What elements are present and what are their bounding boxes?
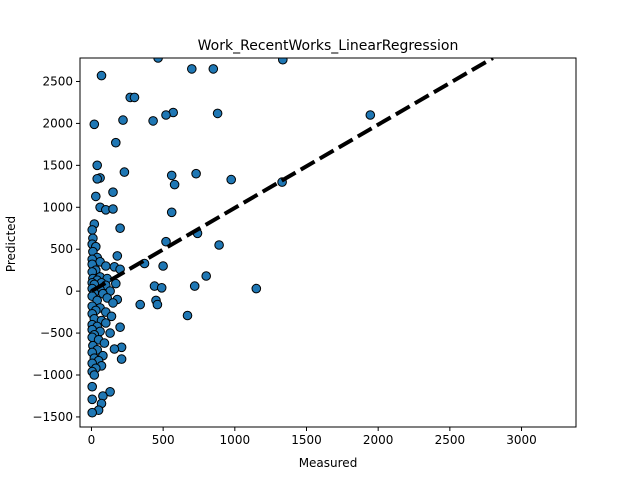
- data-point: [96, 70, 107, 81]
- chart-axes: 0 500 1000 1500 2000 2500 3000 −1500 −1000 −500 0 5…: [32, 57, 577, 447]
- chart-marks: [87, 58, 494, 418]
- data-point: [108, 204, 118, 214]
- data-point: [212, 108, 223, 119]
- data-point: [189, 281, 200, 291]
- data-point: [166, 207, 177, 218]
- data-point: [152, 299, 163, 310]
- data-point: [92, 174, 102, 184]
- y-axis-label: Predicted: [4, 216, 18, 272]
- data-point: [111, 137, 121, 148]
- data-point: [106, 311, 117, 322]
- x-tick-label: 2500: [435, 433, 466, 447]
- y-tick-label: −500: [40, 326, 73, 340]
- x-tick-label: 1000: [220, 433, 251, 447]
- y-tick-label: −1000: [32, 368, 73, 382]
- data-point: [148, 116, 158, 126]
- data-point: [87, 407, 97, 418]
- chart-title: Work_RecentWorks_LinearRegression: [198, 38, 459, 54]
- data-point: [87, 225, 97, 235]
- data-point: [87, 394, 97, 405]
- data-point: [214, 240, 224, 250]
- y-tick-label: 2500: [42, 74, 73, 88]
- data-point: [116, 354, 127, 364]
- y-tick-label: −1500: [32, 410, 73, 424]
- data-point: [89, 119, 100, 130]
- data-point: [191, 168, 201, 179]
- data-point: [101, 318, 111, 328]
- data-point: [105, 328, 115, 338]
- data-point: [109, 344, 120, 354]
- y-tick-label: 1500: [42, 158, 73, 172]
- data-point: [161, 110, 171, 120]
- plot-frame: [79, 57, 577, 428]
- data-point: [365, 110, 376, 120]
- data-point: [278, 58, 288, 65]
- data-point: [108, 298, 118, 308]
- data-point: [129, 92, 140, 103]
- x-tick-label: 1500: [291, 433, 322, 447]
- y-tick-label: 0: [65, 284, 73, 298]
- data-point: [251, 283, 262, 294]
- data-point: [89, 370, 100, 380]
- data-point: [226, 174, 236, 185]
- data-point: [201, 271, 211, 281]
- y-tick-label: 2000: [42, 116, 73, 130]
- data-point: [99, 338, 110, 348]
- data-point: [108, 187, 118, 197]
- data-point: [169, 179, 180, 190]
- data-point: [92, 160, 102, 171]
- data-point: [166, 170, 177, 181]
- data-point: [112, 251, 123, 261]
- data-point: [115, 322, 125, 333]
- data-point: [187, 64, 197, 74]
- x-tick-label: 3000: [506, 433, 537, 447]
- x-tick-label: 0: [88, 433, 96, 447]
- data-point: [119, 167, 130, 177]
- data-point: [182, 310, 193, 321]
- x-tick-label: 500: [152, 433, 175, 447]
- y-tick-label: 1000: [42, 200, 73, 214]
- data-point: [91, 191, 101, 202]
- data-point: [158, 261, 168, 271]
- data-point: [87, 381, 97, 392]
- data-point: [156, 283, 167, 293]
- data-point: [101, 261, 111, 271]
- y-tick-label: 500: [50, 242, 73, 256]
- x-axis-label: Measured: [299, 456, 358, 470]
- data-point: [161, 236, 171, 247]
- data-point: [105, 387, 115, 397]
- data-point: [135, 299, 145, 310]
- data-point: [115, 223, 125, 233]
- data-point: [208, 64, 219, 74]
- x-tick-label: 2000: [363, 433, 394, 447]
- reference-line: [90, 58, 494, 293]
- data-point: [118, 115, 128, 125]
